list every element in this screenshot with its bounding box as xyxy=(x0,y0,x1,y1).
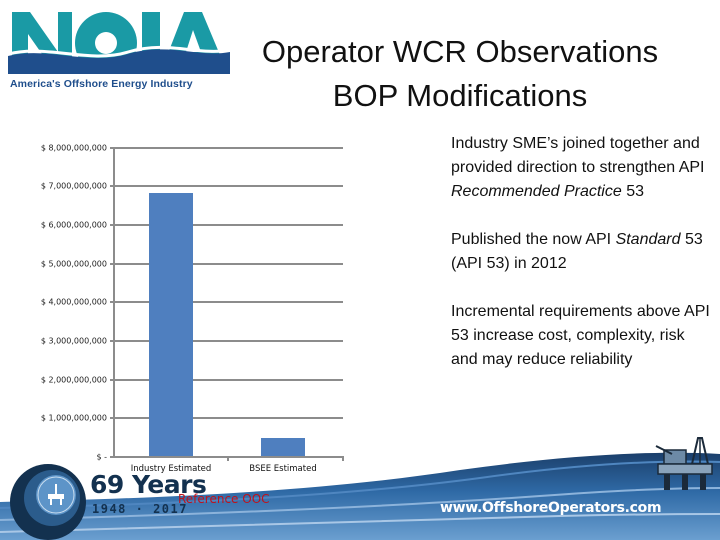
gridline xyxy=(113,379,343,381)
y-tick-label: $ 4,000,000,000 xyxy=(40,297,107,307)
y-tick xyxy=(110,185,115,187)
gridline xyxy=(113,417,343,419)
y-tick xyxy=(110,456,115,458)
bar-industry-estimated xyxy=(149,193,193,456)
bar-bsee-estimated xyxy=(261,438,305,456)
anniversary-badge-icon xyxy=(10,464,86,540)
years-label: 69 Years xyxy=(90,470,207,499)
years-range: 1948 · 2017 xyxy=(92,502,188,516)
logo-tagline: America's Offshore Energy Industry xyxy=(10,78,193,90)
title-line-2: BOP Modifications xyxy=(332,78,588,113)
y-axis xyxy=(113,147,115,458)
y-tick-label: $ 5,000,000,000 xyxy=(40,259,107,269)
bullet-item: Industry SME’s joined together and provi… xyxy=(451,135,705,200)
bullet-list: Industry SME’s joined together and provi… xyxy=(451,132,713,396)
y-tick-label: $ 8,000,000,000 xyxy=(40,143,107,153)
gridline xyxy=(113,224,343,226)
y-tick xyxy=(110,417,115,419)
y-tick-label: $ 7,000,000,000 xyxy=(40,181,107,191)
y-tick-label: $ - xyxy=(96,452,107,462)
gridline xyxy=(113,301,343,303)
y-tick-label: $ 2,000,000,000 xyxy=(40,375,107,385)
y-tick xyxy=(110,263,115,265)
noia-wordmark-icon xyxy=(7,12,231,74)
gridline xyxy=(113,147,343,149)
footer-wave-banner xyxy=(0,452,720,540)
y-tick xyxy=(110,301,115,303)
bullet-item: Incremental requirements above API 53 in… xyxy=(451,303,710,368)
title-line-1: Operator WCR Observations xyxy=(261,34,659,69)
y-tick-label: $ 6,000,000,000 xyxy=(40,220,107,230)
x-label-industry-estimated: Industry Estimated xyxy=(130,464,212,474)
y-tick xyxy=(110,224,115,226)
y-tick xyxy=(110,340,115,342)
x-label-bsee-estimated: BSEE Estimated xyxy=(249,464,317,474)
oil-rig-icon xyxy=(655,437,713,490)
x-tick xyxy=(227,456,229,461)
bullet-item: Published the now API Standard 53 (API 5… xyxy=(451,231,703,272)
gridline xyxy=(113,185,343,187)
y-tick-label: $ 3,000,000,000 xyxy=(40,336,107,346)
gridline xyxy=(113,263,343,265)
y-tick xyxy=(110,379,115,381)
slide-title: Operator WCR Observations BOP Modificati… xyxy=(240,30,680,118)
y-tick-label: $ 1,000,000,000 xyxy=(40,413,107,423)
reference-note: Reference OOC xyxy=(178,492,270,506)
noia-logo xyxy=(7,8,231,98)
x-tick xyxy=(342,456,344,461)
y-tick xyxy=(110,147,115,149)
gridline xyxy=(113,340,343,342)
website-link[interactable]: www.OffshoreOperators.com xyxy=(440,500,662,516)
